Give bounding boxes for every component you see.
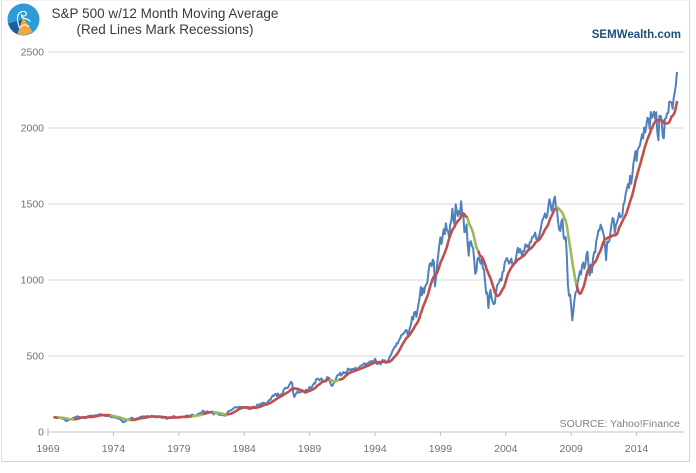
moving-average-line bbox=[73, 413, 113, 421]
semwealth-logo-icon bbox=[7, 3, 40, 36]
y-tick-label: 1000 bbox=[21, 275, 45, 287]
y-tick-label: 0 bbox=[38, 427, 44, 439]
sp500-line bbox=[53, 71, 678, 424]
source-note: SOURCE: Yahoo!Finance bbox=[559, 418, 680, 430]
x-tick-label: 1994 bbox=[363, 443, 387, 455]
moving-average-line bbox=[338, 212, 469, 381]
x-tick-label: 2014 bbox=[625, 443, 649, 455]
x-tick-label: 1969 bbox=[36, 443, 60, 455]
moving-average-line bbox=[477, 206, 559, 298]
x-tick-label: 1974 bbox=[102, 443, 126, 455]
x-tick-label: 1999 bbox=[429, 443, 453, 455]
moving-average-line bbox=[575, 100, 679, 296]
x-tick-label: 2009 bbox=[560, 443, 584, 455]
x-tick-label: 1989 bbox=[298, 443, 322, 455]
moving-average-recession-segment bbox=[212, 410, 230, 416]
moving-average-recession-segment bbox=[555, 206, 578, 287]
chart-title-block: S&P 500 w/12 Month Moving Average (Red L… bbox=[34, 6, 296, 37]
y-tick-label: 500 bbox=[26, 351, 44, 363]
y-tick-label: 2000 bbox=[21, 123, 45, 135]
x-tick-label: 2004 bbox=[494, 443, 518, 455]
y-tick-label: 1500 bbox=[21, 199, 45, 211]
x-tick-label: 1984 bbox=[233, 443, 257, 455]
y-tick-label: 2500 bbox=[21, 47, 45, 59]
x-tick-label: 1979 bbox=[167, 443, 191, 455]
moving-average-line bbox=[226, 378, 332, 416]
moving-average-recession-segment bbox=[191, 412, 206, 418]
moving-average-recession-segment bbox=[466, 216, 480, 254]
moving-average-recession-segment bbox=[57, 416, 77, 421]
chart-subtitle: (Red Lines Mark Recessions) bbox=[76, 22, 254, 37]
moving-average-recession-segment bbox=[329, 378, 342, 383]
moving-average-line bbox=[130, 414, 195, 422]
moving-average-line bbox=[202, 410, 215, 416]
moving-average-recession-segment bbox=[109, 414, 134, 422]
brand-link[interactable]: SEMWealth.com bbox=[591, 29, 681, 41]
chart-title: S&P 500 w/12 Month Moving Average bbox=[51, 6, 279, 21]
chart-border-frame bbox=[1, 0, 690, 462]
